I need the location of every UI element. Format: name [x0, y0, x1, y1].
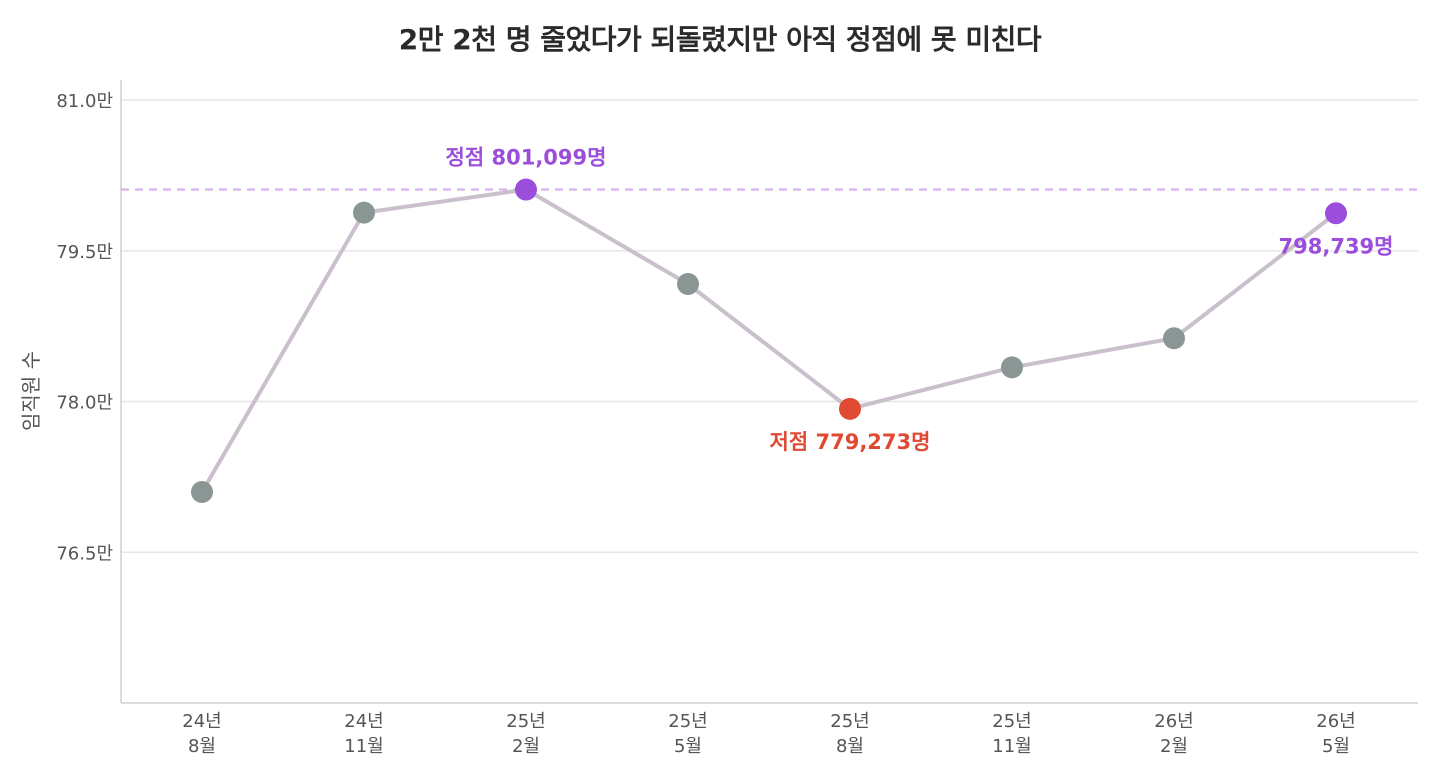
data-point [1001, 356, 1023, 379]
y-tick-label: 76.5만 [56, 543, 113, 564]
data-point [353, 201, 375, 224]
y-tick-label: 78.0만 [56, 393, 113, 414]
x-tick-label: 26년 5월 [1316, 711, 1355, 757]
y-tick-label: 79.5만 [56, 242, 113, 263]
annotation-label: 정점 801,099명 [446, 146, 607, 170]
low-point [839, 397, 861, 420]
annotation-label: 저점 779,273명 [770, 430, 931, 454]
axes: 76.5만 78.0만 79.5만 81.0만 24년 8월 24년 11월 25년 2월 25년 5… [19, 80, 1418, 757]
data-point [677, 272, 699, 295]
peak-point [515, 178, 537, 201]
y-tick-label: 81.0만 [56, 91, 113, 112]
chart-title: 2만 2천 명 줄었다가 되돌렸지만 아직 정점에 못 미친다 [398, 23, 1042, 56]
latest-point [1325, 202, 1347, 225]
x-tick-label: 25년 5월 [668, 711, 707, 757]
annotation-label: 798,739명 [1279, 234, 1394, 258]
x-tick-label: 25년 11월 [992, 711, 1031, 757]
x-tick-label: 25년 2월 [506, 711, 545, 757]
markers-layer [191, 178, 1347, 503]
data-point [191, 480, 213, 503]
y-axis-title: 임직원 수 [19, 351, 43, 431]
series-line [200, 187, 1338, 494]
x-tick-label: 25년 8월 [830, 711, 869, 757]
x-tick-label: 24년 8월 [182, 711, 221, 757]
data-point [1163, 327, 1185, 350]
x-tick-label: 24년 11월 [344, 711, 383, 757]
grid-lines [121, 99, 1418, 554]
x-tick-label: 26년 2월 [1154, 711, 1193, 757]
series-line-layer [200, 187, 1338, 494]
